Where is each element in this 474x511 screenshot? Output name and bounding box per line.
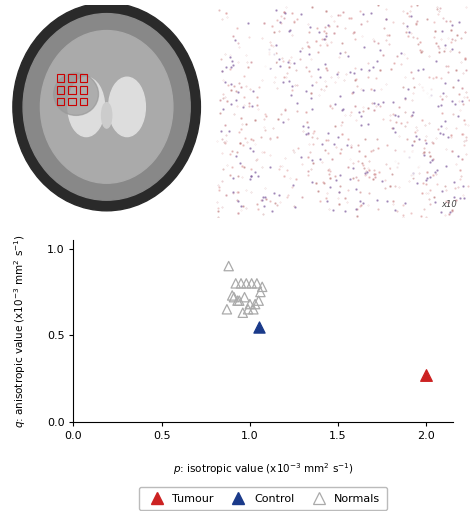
Bar — [68, 75, 76, 82]
Ellipse shape — [421, 81, 441, 99]
Point — [256, 288, 264, 296]
Point — [248, 280, 255, 288]
Bar — [57, 75, 64, 82]
Point — [230, 293, 238, 301]
Bar — [68, 98, 76, 105]
Point — [251, 300, 259, 308]
Ellipse shape — [256, 48, 276, 68]
Point — [225, 262, 232, 270]
Point — [243, 280, 250, 288]
Point — [237, 280, 245, 288]
Ellipse shape — [54, 73, 99, 115]
Bar — [57, 86, 64, 94]
Ellipse shape — [68, 77, 105, 136]
Point — [253, 280, 261, 288]
Ellipse shape — [101, 103, 112, 128]
Bar — [80, 98, 87, 105]
Point — [234, 296, 241, 305]
Ellipse shape — [391, 149, 421, 179]
Point — [228, 291, 236, 299]
Bar — [68, 86, 76, 94]
Bar — [80, 75, 87, 82]
Point — [223, 305, 231, 313]
Bar — [57, 98, 64, 105]
Point — [236, 296, 243, 305]
Text: $p$: isotropic value (x10$^{-3}$ mm$^2$ s$^{-1}$): $p$: isotropic value (x10$^{-3}$ mm$^2$ … — [173, 461, 354, 477]
Ellipse shape — [109, 77, 146, 136]
Point — [232, 280, 239, 288]
Point — [239, 309, 246, 317]
Ellipse shape — [40, 31, 173, 183]
Point — [241, 293, 248, 301]
Point — [422, 371, 430, 379]
Bar — [80, 86, 87, 94]
Point — [255, 296, 263, 305]
Point — [246, 300, 254, 308]
Point — [250, 305, 257, 313]
Text: $q$: anisotropic value (x10$^{-3}$ mm$^2$ s$^{-1}$): $q$: anisotropic value (x10$^{-3}$ mm$^2… — [12, 234, 28, 428]
Point — [258, 283, 266, 291]
Legend: Tumour, Control, Normals: Tumour, Control, Normals — [139, 487, 387, 510]
Ellipse shape — [13, 3, 201, 211]
Point — [244, 305, 252, 313]
Point — [255, 322, 263, 331]
Ellipse shape — [23, 14, 190, 200]
Text: x10: x10 — [441, 200, 456, 208]
